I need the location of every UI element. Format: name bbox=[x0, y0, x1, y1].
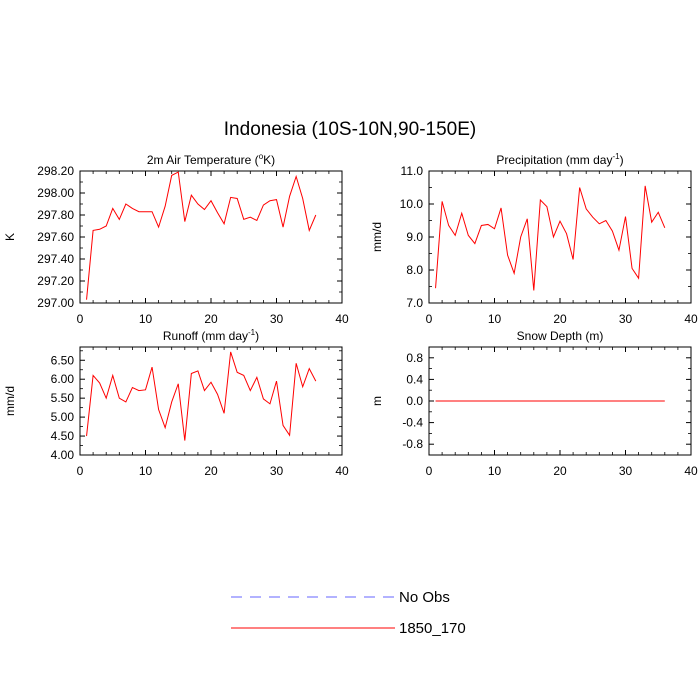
y-tick-label: 298.20 bbox=[37, 164, 74, 178]
legend-entry: 1850_170 bbox=[231, 620, 466, 637]
x-tick-label: 30 bbox=[619, 312, 633, 326]
y-tick-label: 297.20 bbox=[37, 274, 74, 288]
legend: No Obs 1850_170 bbox=[231, 589, 466, 637]
y-tick-label: 297.00 bbox=[37, 296, 74, 310]
legend-entry: No Obs bbox=[231, 589, 450, 606]
y-tick-label: 298.00 bbox=[37, 186, 74, 200]
panel-title: Precipitation (mm day-1) bbox=[496, 152, 623, 167]
y-tick-label: 4.50 bbox=[51, 429, 75, 443]
figure-title: Indonesia (10S-10N,90-150E) bbox=[224, 119, 476, 140]
chart-panels: 0 10 20 30 40 297.00 297.20 297.40 297.60 297.80 2… bbox=[3, 152, 698, 478]
panel-precip: 0 10 20 30 40 7.0 8.0 9.0 10.0 11.0 Precipitation … bbox=[370, 152, 698, 326]
series-line-1850_170 bbox=[86, 351, 317, 441]
y-tick-label: 6.50 bbox=[51, 353, 75, 367]
y-tick-label: 0.4 bbox=[406, 372, 423, 386]
x-tick-label: 40 bbox=[335, 312, 349, 326]
y-tick-label: 4.00 bbox=[51, 448, 75, 462]
y-tick-label: 0.0 bbox=[406, 394, 423, 408]
y-tick-label: 6.00 bbox=[51, 372, 75, 386]
y-tick-label: -0.4 bbox=[402, 416, 423, 430]
y-axis-label: mm/d bbox=[3, 386, 17, 416]
y-axis-label: K bbox=[3, 233, 17, 241]
y-tick-label: 297.60 bbox=[37, 230, 74, 244]
y-tick-label: 8.0 bbox=[406, 263, 423, 277]
y-tick-label: 297.80 bbox=[37, 208, 74, 222]
x-tick-label: 0 bbox=[77, 312, 84, 326]
y-tick-label: 5.00 bbox=[51, 410, 75, 424]
x-tick-label: 10 bbox=[139, 464, 153, 478]
x-tick-label: 20 bbox=[553, 464, 567, 478]
x-tick-label: 0 bbox=[77, 464, 84, 478]
x-tick-label: 40 bbox=[335, 464, 349, 478]
x-tick-label: 20 bbox=[204, 464, 218, 478]
panel-title: 2m Air Temperature (oK) bbox=[147, 152, 275, 167]
y-tick-label: 0.8 bbox=[406, 351, 423, 365]
y-tick-label: 9.0 bbox=[406, 230, 423, 244]
series-line-1850_170 bbox=[86, 171, 317, 300]
panel-title: Snow Depth (m) bbox=[517, 329, 604, 343]
x-tick-label: 10 bbox=[139, 312, 153, 326]
x-tick-label: 40 bbox=[684, 312, 698, 326]
legend-label: 1850_170 bbox=[399, 620, 466, 637]
panel-snow-depth: 0 10 20 30 40 -0.8 -0.4 0.0 0.4 0.8 Snow Depth (m)… bbox=[370, 329, 698, 478]
y-tick-label: 10.0 bbox=[400, 197, 424, 211]
y-tick-label: 11.0 bbox=[401, 164, 424, 178]
x-tick-label: 0 bbox=[426, 464, 433, 478]
y-tick-label: -0.8 bbox=[402, 437, 423, 451]
series-line-1850_170 bbox=[435, 185, 666, 291]
x-tick-label: 20 bbox=[204, 312, 218, 326]
x-tick-label: 30 bbox=[270, 312, 284, 326]
y-tick-label: 5.50 bbox=[51, 391, 75, 405]
panel-runoff: 0 10 20 30 40 4.00 4.50 5.00 5.50 6.00 6.50 Runoff … bbox=[3, 328, 349, 478]
x-tick-label: 40 bbox=[684, 464, 698, 478]
legend-label: No Obs bbox=[399, 589, 450, 606]
x-tick-label: 10 bbox=[488, 312, 502, 326]
y-tick-label: 7.0 bbox=[406, 296, 423, 310]
y-axis-label: mm/d bbox=[370, 222, 384, 252]
x-tick-label: 10 bbox=[488, 464, 502, 478]
x-tick-label: 0 bbox=[426, 312, 433, 326]
x-tick-label: 30 bbox=[270, 464, 284, 478]
x-tick-label: 20 bbox=[553, 312, 567, 326]
x-tick-label: 30 bbox=[619, 464, 633, 478]
panel-air-temp: 0 10 20 30 40 297.00 297.20 297.40 297.60 297.80 2… bbox=[3, 152, 349, 326]
panel-title: Runoff (mm day-1) bbox=[163, 328, 259, 343]
y-axis-label: m bbox=[370, 396, 384, 406]
y-tick-label: 297.40 bbox=[37, 252, 74, 266]
